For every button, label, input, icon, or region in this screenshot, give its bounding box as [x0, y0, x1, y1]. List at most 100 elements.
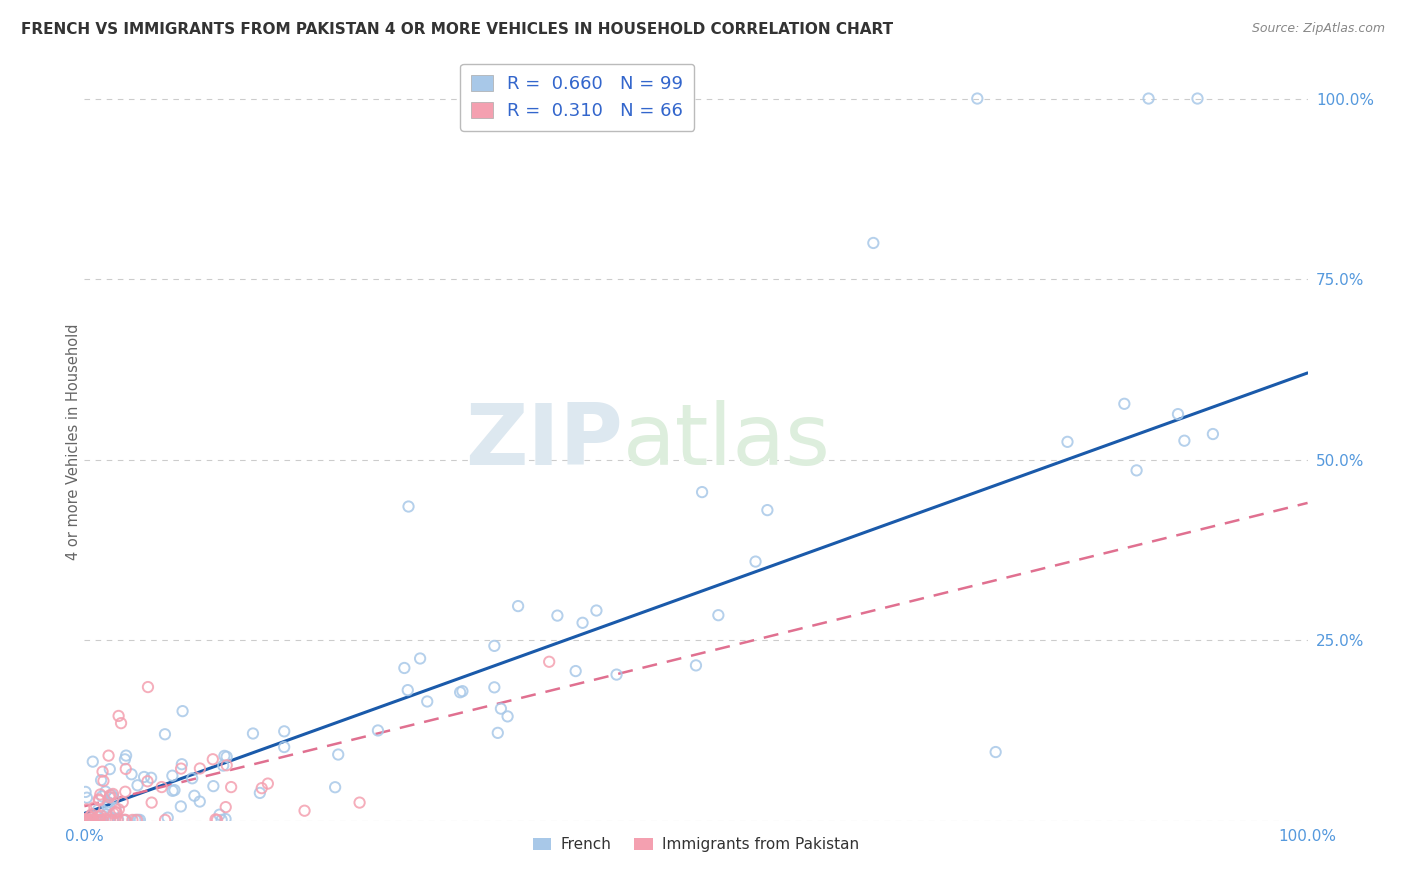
Point — [114, 785, 136, 799]
Point — [153, 727, 176, 741]
Point — [112, 813, 135, 827]
Point — [89, 793, 111, 807]
Point — [75, 785, 97, 799]
Point — [690, 485, 713, 500]
Point — [219, 780, 242, 794]
Point — [323, 780, 346, 795]
Point — [162, 784, 184, 798]
Point — [107, 802, 129, 816]
Point — [1187, 91, 1209, 105]
Point — [87, 803, 110, 817]
Point — [496, 709, 519, 723]
Point — [249, 786, 271, 800]
Point — [94, 812, 117, 826]
Point — [606, 667, 628, 681]
Point — [75, 813, 97, 827]
Point — [101, 787, 124, 801]
Point — [141, 796, 163, 810]
Point — [80, 813, 103, 827]
Point — [153, 813, 176, 827]
Point — [564, 664, 586, 678]
Text: FRENCH VS IMMIGRANTS FROM PAKISTAN 4 OR MORE VEHICLES IN HOUSEHOLD CORRELATION C: FRENCH VS IMMIGRANTS FROM PAKISTAN 4 OR … — [21, 22, 893, 37]
Point — [273, 739, 295, 754]
Point — [115, 748, 138, 763]
Point — [86, 809, 108, 823]
Point — [86, 813, 108, 827]
Point — [984, 745, 1007, 759]
Point — [84, 813, 107, 827]
Point — [96, 807, 118, 822]
Point — [87, 809, 110, 823]
Point — [107, 709, 129, 723]
Point — [367, 723, 389, 738]
Point — [98, 813, 121, 827]
Text: ZIP: ZIP — [465, 400, 623, 483]
Point — [212, 758, 235, 772]
Point — [215, 749, 238, 764]
Point — [1114, 397, 1136, 411]
Point — [79, 810, 101, 824]
Point — [90, 773, 112, 788]
Point — [114, 752, 136, 766]
Point — [91, 789, 114, 804]
Point — [89, 788, 111, 802]
Point — [101, 813, 124, 827]
Point — [98, 813, 121, 827]
Point — [486, 726, 509, 740]
Point — [90, 813, 112, 827]
Point — [215, 758, 238, 772]
Point — [208, 807, 231, 822]
Point — [538, 655, 561, 669]
Point — [121, 767, 143, 781]
Point — [484, 639, 506, 653]
Point — [242, 726, 264, 740]
Point — [188, 795, 211, 809]
Point — [204, 813, 226, 827]
Text: atlas: atlas — [623, 400, 831, 483]
Point — [80, 807, 103, 822]
Point — [82, 755, 104, 769]
Point — [84, 813, 107, 827]
Point — [91, 764, 114, 779]
Point — [75, 813, 97, 827]
Point — [172, 704, 194, 718]
Point — [79, 813, 101, 827]
Point — [80, 813, 103, 827]
Point — [127, 778, 149, 792]
Point — [214, 812, 236, 826]
Point — [1137, 91, 1160, 105]
Point — [136, 680, 159, 694]
Legend: French, Immigrants from Pakistan: French, Immigrants from Pakistan — [527, 831, 865, 858]
Point — [103, 806, 125, 821]
Point — [571, 615, 593, 630]
Point — [127, 813, 149, 827]
Point — [744, 555, 766, 569]
Point — [294, 804, 316, 818]
Point — [170, 757, 193, 772]
Point — [396, 683, 419, 698]
Point — [394, 661, 416, 675]
Point — [94, 784, 117, 798]
Point — [136, 774, 159, 789]
Point — [76, 790, 98, 805]
Point — [114, 813, 136, 827]
Point — [98, 789, 121, 803]
Point — [76, 813, 98, 827]
Point — [1056, 434, 1078, 449]
Point — [79, 813, 101, 827]
Point — [111, 795, 134, 809]
Point — [1167, 407, 1189, 421]
Point — [188, 762, 211, 776]
Point — [98, 797, 121, 812]
Point — [162, 769, 184, 783]
Point — [546, 608, 568, 623]
Point — [183, 789, 205, 803]
Point — [201, 752, 224, 766]
Point — [489, 701, 512, 715]
Point — [82, 813, 104, 827]
Point — [181, 772, 204, 786]
Point — [150, 780, 173, 794]
Point — [121, 813, 143, 827]
Point — [139, 771, 162, 785]
Point — [107, 813, 129, 827]
